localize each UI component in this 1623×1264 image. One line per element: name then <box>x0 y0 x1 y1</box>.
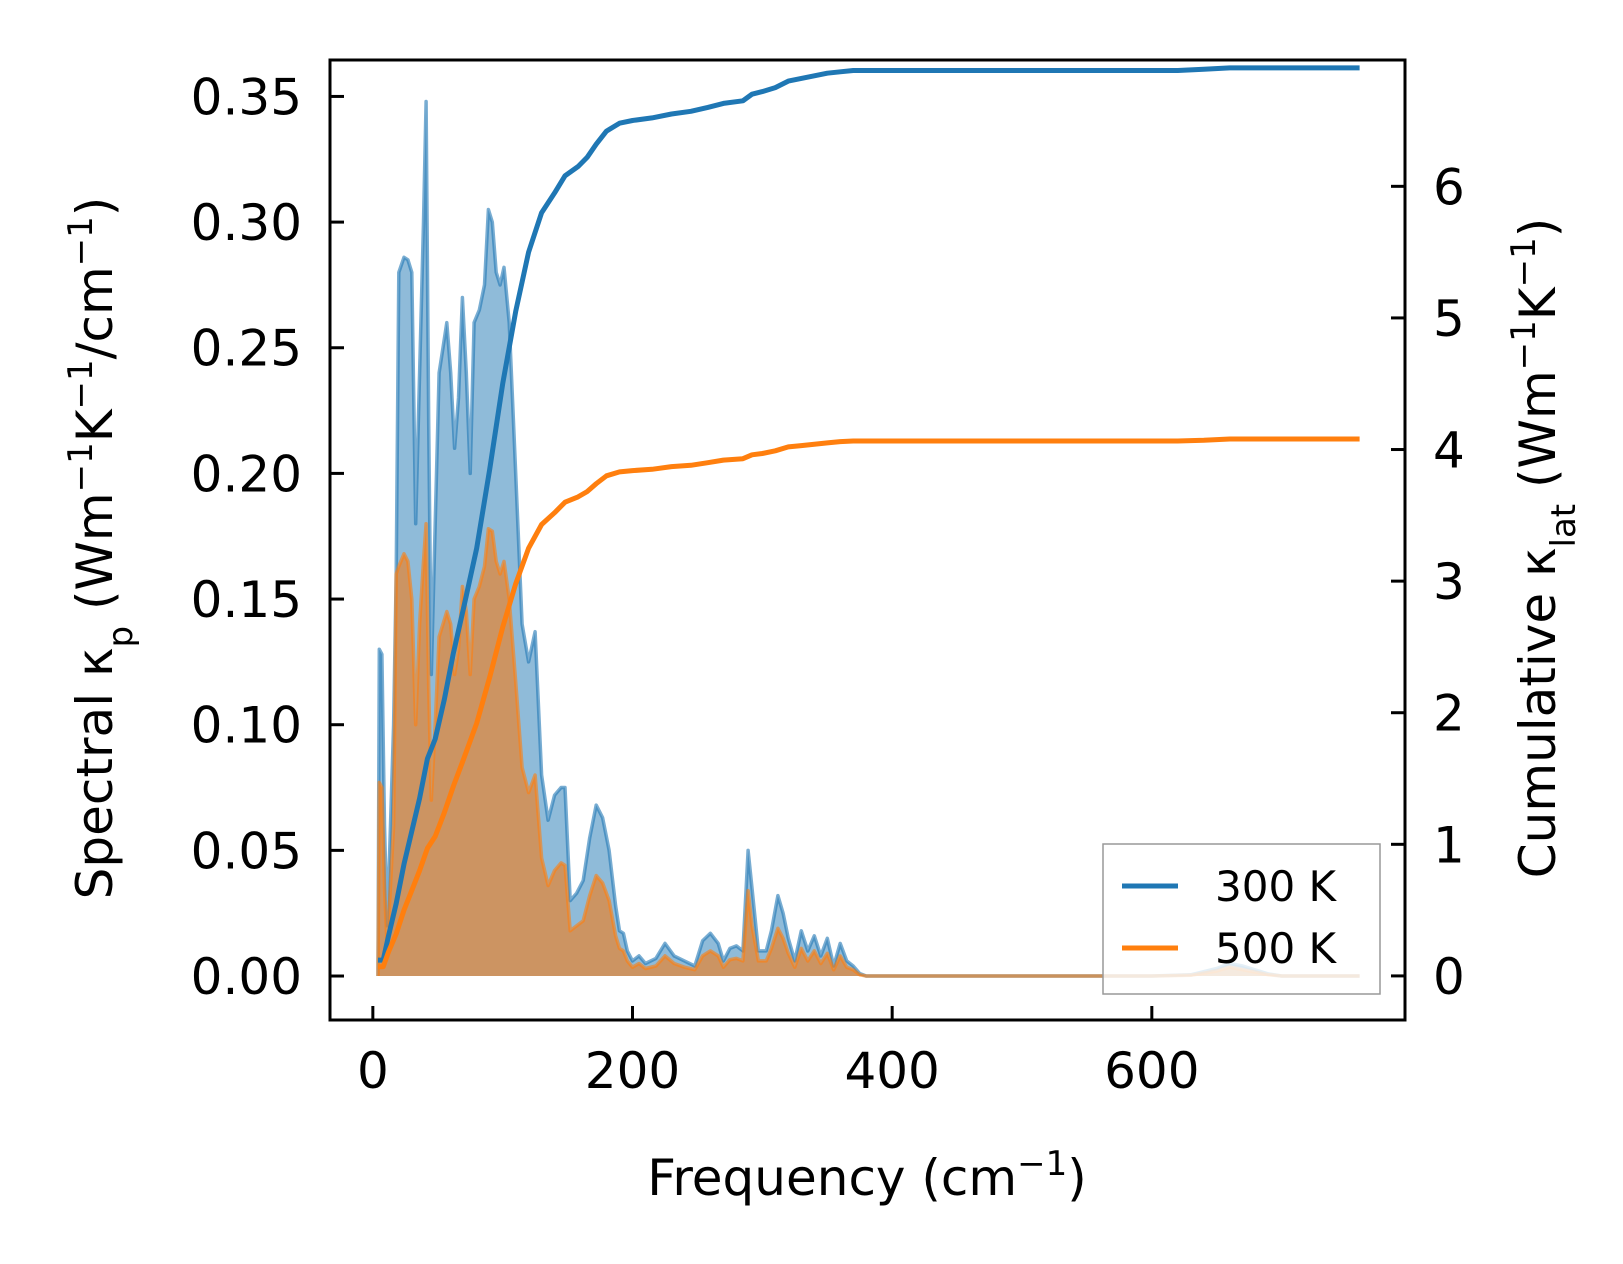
y-left-tick-label: 0.25 <box>191 320 302 378</box>
y-right-tick-label: 2 <box>1433 685 1465 743</box>
y-left-axis-title: Spectral κp (Wm−1K−1/cm−1) <box>61 197 141 900</box>
y-right-axis-title: Cumulative κlat (Wm−1K−1) <box>1504 218 1584 878</box>
y-left-tick-label: 0.35 <box>191 68 302 126</box>
axes: 0 200 400 600 0.00 0.05 0.10 0.15 0.20 0.25 0.30 0.… <box>191 58 1465 1100</box>
cumulative-line-300k <box>378 65 1360 963</box>
cumulative-line-500k <box>378 436 1360 970</box>
x-tick-label: 400 <box>844 1042 939 1100</box>
plot-clipped-group <box>376 65 1360 978</box>
y-left-tick-label: 0.30 <box>191 194 302 252</box>
y-right-tick-label: 3 <box>1433 553 1465 611</box>
y-right-tick-label: 5 <box>1433 290 1465 348</box>
spectral-outline-300k <box>376 99 1360 978</box>
y-right-tick-label: 0 <box>1433 948 1465 1006</box>
x-tick-label: 0 <box>357 1042 389 1100</box>
plot-frame <box>328 58 1407 1022</box>
legend-label-300k: 300 K <box>1215 862 1338 911</box>
y-right-tick-label: 4 <box>1433 422 1465 480</box>
legend: 300 K 500 K <box>1102 843 1381 995</box>
legend-frame <box>1102 843 1381 995</box>
y-left-tick-label: 0.10 <box>191 697 302 755</box>
y-left-tick-label: 0.15 <box>191 571 302 629</box>
plot-area <box>376 65 1360 978</box>
y-right-tick-label: 6 <box>1433 158 1465 216</box>
x-axis-title: Frequency (cm−1) <box>647 1144 1087 1207</box>
legend-label-500k: 500 K <box>1215 924 1338 973</box>
y-right-tick-label: 1 <box>1433 816 1465 874</box>
x-tick-label: 200 <box>585 1042 680 1100</box>
spectral-area-500k <box>378 523 1360 976</box>
y-left-tick-label: 0.00 <box>191 948 302 1006</box>
y-left-tick-label: 0.05 <box>191 822 302 880</box>
spectral-outline-500k <box>376 521 1360 978</box>
x-tick-label: 600 <box>1104 1042 1199 1100</box>
y-left-tick-label: 0.20 <box>191 445 302 503</box>
